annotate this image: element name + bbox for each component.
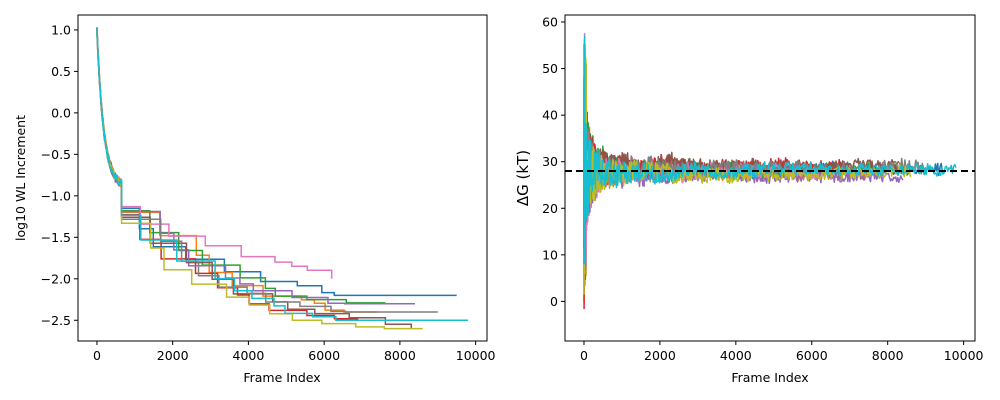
wl-increment-x-ticks: 0 2000 4000 6000 8000 10000	[93, 341, 496, 363]
wl-increment-series-group	[96, 27, 469, 330]
y-tick-label: 0	[550, 294, 558, 309]
x-tick-label: 0	[93, 348, 101, 363]
y-tick-label: 30	[542, 154, 558, 169]
y-tick-label: 60	[542, 14, 558, 29]
wl-increment-panel: 0 2000 4000 6000 8000 10000 1.0 0.5 0.0 −0.5 −1.0…	[13, 14, 496, 385]
y-tick-label: −2.0	[41, 271, 71, 286]
wl-increment-y-ticks: 1.0 0.5 0.0 −0.5 −1.0 −1.5 −2.0 −2.5	[41, 22, 78, 328]
x-tick-label: 2000	[157, 348, 189, 363]
x-tick-label: 6000	[308, 348, 340, 363]
y-tick-label: −1.0	[41, 188, 71, 203]
delta-g-series-line	[583, 35, 957, 265]
y-tick-label: 50	[542, 61, 558, 76]
x-tick-label: 10000	[456, 348, 496, 363]
x-tick-label: 10000	[944, 348, 984, 363]
wl-increment-y-axis-label: log10 WL Increment	[13, 115, 28, 241]
y-tick-label: 0.5	[51, 64, 71, 79]
delta-g-y-ticks: 0 10 20 30 40 50 60	[542, 14, 565, 309]
y-tick-label: 20	[542, 201, 558, 216]
wl-increment-x-axis-label: Frame Index	[243, 370, 320, 385]
x-tick-label: 4000	[720, 348, 752, 363]
y-tick-label: −1.5	[41, 230, 71, 245]
x-tick-label: 6000	[796, 348, 828, 363]
y-tick-label: 10	[542, 247, 558, 262]
delta-g-x-axis-label: Frame Index	[731, 370, 808, 385]
x-tick-label: 4000	[233, 348, 265, 363]
y-tick-label: 0.0	[51, 105, 71, 120]
x-tick-label: 2000	[644, 348, 676, 363]
y-tick-label: 40	[542, 108, 558, 123]
delta-g-plot-frame	[564, 14, 976, 342]
delta-g-x-ticks: 0 2000 4000 6000 8000 10000	[580, 341, 984, 363]
delta-g-y-axis-label: ΔG (kT)	[514, 150, 532, 206]
x-tick-label: 8000	[872, 348, 904, 363]
delta-g-panel: 0 2000 4000 6000 8000 10000 0 10 20 30 40 50 60 Fra…	[514, 14, 984, 385]
wl-increment-series-line	[96, 28, 469, 322]
y-tick-label: 1.0	[51, 22, 71, 37]
wl-increment-plot-frame	[77, 14, 488, 342]
y-tick-label: −0.5	[41, 147, 71, 162]
y-tick-label: −2.5	[41, 313, 71, 328]
x-tick-label: 8000	[384, 348, 416, 363]
delta-g-series-group	[583, 32, 957, 310]
x-tick-label: 0	[580, 348, 588, 363]
